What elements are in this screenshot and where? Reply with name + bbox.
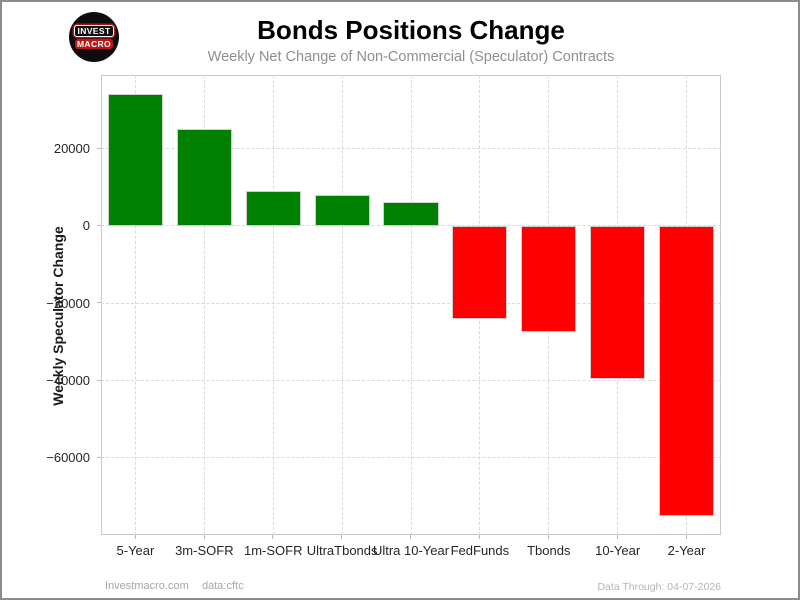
x-category-label: Tbonds: [527, 543, 571, 558]
x-tick-mark: [341, 535, 343, 539]
x-tick-mark: [134, 535, 136, 539]
x-tick-mark: [479, 535, 481, 539]
y-tick-label: −40000: [46, 372, 90, 388]
x-tick-mark: [616, 535, 618, 539]
x-tick-mark: [272, 535, 274, 539]
x-tick-mark: [685, 535, 687, 539]
bar-ultra-10-year: [383, 201, 439, 226]
bar-10-year: [590, 225, 646, 379]
footer-site-link: Investmacro.com: [105, 580, 189, 592]
y-tick-mark: [97, 379, 101, 381]
bar-tbonds: [521, 225, 577, 333]
v-gridline: [341, 75, 343, 535]
y-tick-mark: [97, 302, 101, 304]
x-category-label: 2-Year: [667, 543, 706, 558]
bar-fedfunds: [452, 225, 508, 319]
footer-data-through: Data Through: 04-07-2026: [597, 581, 721, 593]
y-tick-mark: [97, 225, 101, 226]
v-gridline: [410, 75, 412, 535]
y-tick-mark: [97, 456, 101, 458]
x-category-label: 10-Year: [595, 543, 641, 558]
x-tick-mark: [203, 535, 205, 539]
x-category-label: FedFunds: [450, 543, 510, 558]
v-gridline: [272, 75, 274, 535]
x-tick-mark: [410, 535, 412, 539]
footer-data-source: data:cftc: [202, 580, 244, 592]
x-category-label: 3m-SOFR: [175, 543, 234, 558]
bar-ultratbonds: [314, 194, 370, 226]
x-tick-mark: [548, 535, 550, 539]
v-gridline: [203, 75, 205, 535]
y-tick-mark: [97, 147, 101, 149]
bar-5-year: [107, 93, 163, 226]
y-tick-label: −20000: [46, 295, 90, 311]
title-block: Bonds Positions Change Weekly Net Change…: [101, 15, 721, 66]
logo-invest-text: INVEST: [74, 25, 114, 37]
bar-2-year: [659, 225, 715, 516]
logo-macro-text: MACRO: [74, 39, 114, 49]
v-gridline: [134, 75, 136, 535]
y-tick-label: 0: [82, 218, 90, 234]
bar-1m-sofr: [245, 190, 301, 226]
x-category-label: 1m-SOFR: [243, 543, 303, 558]
chart-subtitle: Weekly Net Change of Non-Commercial (Spe…: [207, 49, 615, 65]
x-category-label: UltraTbonds: [306, 543, 378, 558]
x-category-label: Ultra 10-Year: [372, 543, 450, 558]
chart-title: Bonds Positions Change: [257, 15, 565, 45]
y-tick-label: −60000: [46, 450, 90, 466]
x-category-label: 5-Year: [116, 543, 155, 558]
investmacro-logo: INVEST MACRO: [69, 12, 119, 62]
bar-3m-sofr: [176, 128, 232, 226]
y-tick-label: 20000: [53, 140, 90, 156]
